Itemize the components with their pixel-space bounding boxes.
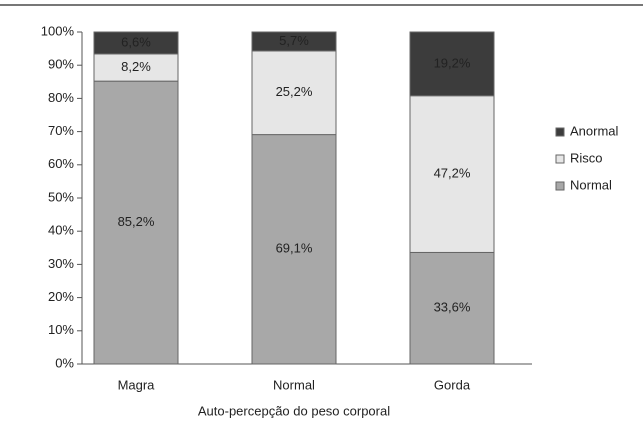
legend-label: Normal xyxy=(570,177,612,192)
value-label: 19,2% xyxy=(434,55,471,70)
x-tick-label: Magra xyxy=(118,377,156,392)
y-tick-label: 70% xyxy=(48,123,74,138)
legend-swatch xyxy=(555,154,565,164)
bar-segment xyxy=(251,31,337,52)
legend-swatch xyxy=(555,127,565,137)
y-tick-label: 80% xyxy=(48,90,74,105)
y-tick-label: 40% xyxy=(48,223,74,238)
x-tick-label: Gorda xyxy=(434,377,471,392)
value-label: 47,2% xyxy=(434,166,471,181)
value-label: 33,6% xyxy=(434,300,471,315)
bar-segment xyxy=(251,134,337,365)
bar-segment xyxy=(409,31,495,97)
value-label: 69,1% xyxy=(276,241,313,256)
y-tick-label: 60% xyxy=(48,156,74,171)
y-tick-label: 100% xyxy=(41,23,75,38)
value-label: 85,2% xyxy=(118,214,155,229)
bar-segment xyxy=(251,50,337,136)
value-label: 25,2% xyxy=(276,84,313,99)
value-label: 8,2% xyxy=(121,59,151,74)
bar-segment xyxy=(93,53,179,82)
value-label: 5,7% xyxy=(279,33,309,48)
bar-segment xyxy=(93,31,179,55)
x-axis-title: Auto-percepção do peso corporal xyxy=(198,403,390,418)
y-tick-label: 30% xyxy=(48,256,74,271)
y-tick-label: 50% xyxy=(48,189,74,204)
y-tick-label: 20% xyxy=(48,289,74,304)
legend-swatch xyxy=(555,181,565,191)
legend-label: Risco xyxy=(570,150,603,165)
x-tick-label: Normal xyxy=(273,377,315,392)
bar-segment xyxy=(409,95,495,253)
bar-segment xyxy=(409,251,495,365)
value-label: 6,6% xyxy=(121,34,151,49)
y-tick-label: 10% xyxy=(48,322,74,337)
bar-segment xyxy=(93,80,179,365)
top-border xyxy=(0,4,643,6)
legend-label: Anormal xyxy=(570,123,619,138)
y-tick-label: 0% xyxy=(55,355,74,370)
y-tick-label: 90% xyxy=(48,57,74,72)
